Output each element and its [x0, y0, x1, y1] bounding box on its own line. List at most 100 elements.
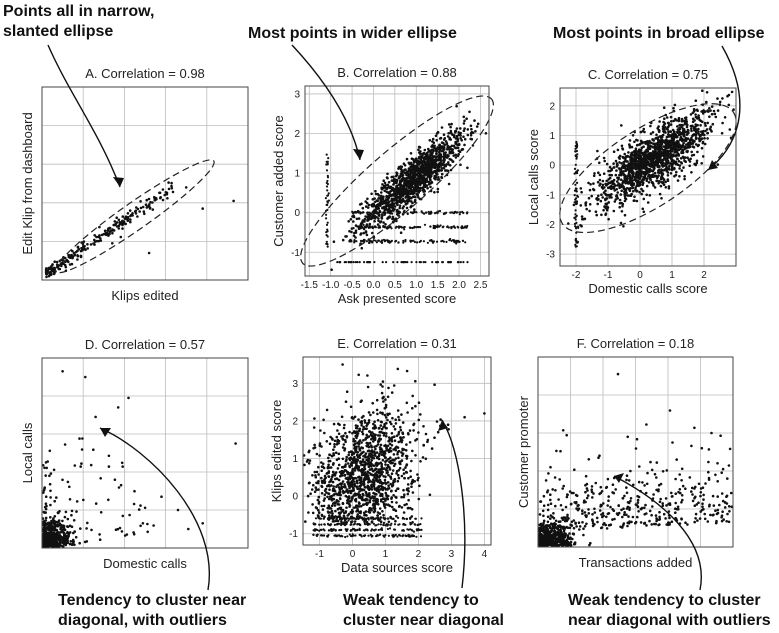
scatter-point	[141, 205, 145, 209]
scatter-point	[431, 261, 434, 264]
scatter-point	[429, 149, 432, 153]
scatter-point	[442, 163, 446, 167]
scatter-point	[658, 171, 661, 174]
scatter-point	[431, 241, 435, 244]
scatter-point	[390, 440, 394, 443]
scatter-point	[312, 446, 315, 450]
scatter-point	[606, 186, 610, 190]
scatter-point	[56, 520, 60, 524]
scatter-point	[345, 506, 348, 510]
scatter-point	[626, 175, 630, 178]
scatter-point	[668, 164, 671, 168]
scatter-point	[377, 219, 380, 223]
scatter-point	[118, 220, 122, 224]
scatter-point	[439, 153, 443, 156]
scatter-point	[337, 463, 341, 467]
x-tick-label: 1	[669, 270, 675, 281]
scatter-point	[402, 261, 406, 264]
scatter-point	[422, 179, 425, 183]
scatter-point	[325, 217, 328, 220]
scatter-point	[397, 165, 401, 169]
scatter-point	[360, 221, 364, 225]
scatter-point	[147, 251, 151, 255]
scatter-point	[326, 176, 330, 179]
scatter-point	[353, 241, 356, 244]
scatter-point	[68, 498, 72, 501]
scatter-point	[53, 519, 56, 523]
scatter-point	[363, 217, 367, 221]
scatter-point	[405, 369, 409, 373]
scatter-point	[104, 233, 108, 237]
scatter-point	[639, 152, 642, 155]
scatter-point	[391, 201, 394, 205]
scatter-point	[441, 239, 444, 242]
scatter-point	[650, 145, 653, 148]
scatter-point	[357, 211, 360, 214]
scatter-point	[604, 202, 607, 206]
scatter-point	[337, 452, 341, 456]
scatter-point	[632, 183, 635, 187]
scatter-point	[382, 221, 385, 224]
scatter-point	[394, 174, 398, 178]
scatter-point	[567, 222, 570, 225]
scatter-point	[354, 476, 358, 480]
scatter-point	[484, 132, 488, 135]
scatter-point	[677, 133, 681, 137]
scatter-point	[365, 201, 369, 205]
scatter-point	[437, 175, 440, 179]
scatter-point	[638, 148, 641, 152]
scatter-point	[449, 125, 452, 129]
scatter-point	[459, 137, 463, 140]
scatter-point	[440, 166, 444, 170]
scatter-point	[573, 216, 576, 219]
y-axis-label: Local calls	[20, 422, 35, 483]
y-tick-label: 0	[294, 208, 300, 219]
scatter-point	[417, 170, 421, 174]
scatter-point	[412, 158, 415, 161]
scatter-point	[664, 180, 667, 184]
scatter-point	[401, 448, 405, 452]
scatter-point	[639, 130, 643, 134]
scatter-points	[44, 181, 235, 279]
scatter-point	[421, 187, 425, 191]
scatter-point	[387, 226, 390, 229]
scatter-point	[574, 245, 577, 248]
scatter-point	[383, 413, 387, 417]
scatter-point	[404, 187, 408, 191]
scatter-point	[354, 211, 357, 214]
scatter-point	[401, 206, 405, 210]
scatter-point	[146, 522, 149, 526]
scatter-point	[357, 418, 360, 421]
scatter-point	[151, 208, 155, 211]
scatter-point	[327, 456, 330, 460]
scatter-point	[688, 160, 692, 163]
scatter-point	[311, 474, 314, 477]
y-tick-label: 2	[294, 129, 300, 140]
y-tick-label: -1	[291, 248, 300, 259]
scatter-point	[373, 212, 376, 215]
scatter-point	[658, 120, 661, 123]
scatter-point	[52, 468, 56, 472]
scatter-point	[84, 375, 87, 379]
scatter-point	[361, 219, 365, 222]
scatter-point	[79, 465, 82, 468]
scatter-point	[634, 147, 638, 150]
scatter-point	[121, 215, 125, 218]
scatter-point	[70, 509, 74, 513]
scatter-point	[606, 206, 609, 210]
scatter-point	[710, 130, 713, 133]
scatter-point	[361, 488, 365, 491]
scatter-point	[667, 130, 670, 134]
scatter-point	[701, 112, 705, 115]
scatter-point	[438, 147, 442, 150]
scatter-point	[677, 116, 681, 120]
scatter-point	[90, 528, 93, 532]
scatter-point	[59, 538, 63, 542]
scatter-point	[379, 383, 383, 386]
scatter-point	[623, 152, 626, 156]
scatter-point	[44, 519, 48, 522]
scatter-point	[48, 449, 52, 453]
scatter-point	[630, 193, 633, 196]
scatter-point	[367, 203, 371, 207]
scatter-point	[453, 239, 456, 242]
